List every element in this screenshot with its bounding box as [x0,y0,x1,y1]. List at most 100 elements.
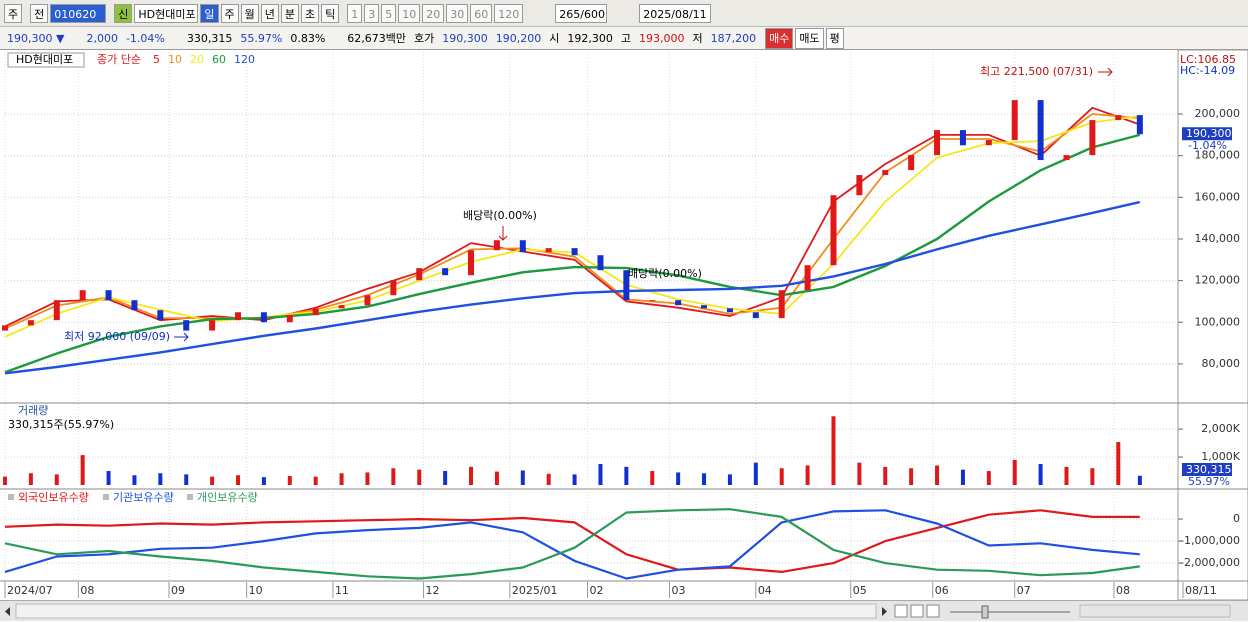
candle [1037,100,1044,161]
toolbar-button[interactable]: 전 [30,3,49,23]
y-tick-label: 80,000 [1202,357,1241,370]
toolbar-button[interactable]: 일 [200,3,219,23]
x-tick-label: 02 [590,584,604,597]
volume-bar [80,455,85,485]
legend-entry: 외국인보유수량 [18,491,89,504]
toolbar-button[interactable]: 265/600 [555,3,608,23]
quote-field[interactable]: 평 [825,27,844,49]
volume-bar [960,469,965,485]
annotation-arrow [174,332,189,342]
y-tick-label: -2,000,000 [1180,556,1240,569]
candle [312,308,319,316]
toolbar-button[interactable]: 신 [114,3,133,23]
volume-bar [28,473,33,485]
candle [105,290,112,301]
legend-entry: 5 [153,53,160,66]
volume-bar [365,472,370,485]
y-tick-label: 140,000 [1195,232,1241,245]
candle [752,312,759,319]
volume-bar [1064,466,1069,485]
volume-bar [1137,475,1142,485]
toolbar-button[interactable]: 120 [494,3,524,23]
x-tick-label: 08/11 [1185,584,1217,597]
candle [442,268,449,276]
candle [338,305,345,309]
quote-field[interactable]: 매수 [765,27,794,49]
y-tick-label: 160,000 [1195,190,1241,203]
quote-field: 190,300 ▼ [7,31,65,45]
candle [908,155,915,171]
candle [260,312,267,323]
annotation-arrow [1098,67,1113,77]
x-tick-label: 05 [853,584,867,597]
volume-bar [909,468,914,485]
legend-marker [187,494,193,500]
volume-bar [261,477,266,485]
candle [571,248,578,256]
volume-bar [391,468,396,485]
toolbar-button[interactable]: 월 [240,3,259,23]
toolbar-button[interactable]: 5 [381,3,397,23]
candle [985,140,992,146]
candle [1136,115,1143,135]
quote-field: 고 [620,31,632,45]
toolbar-button[interactable]: 3 [364,3,380,23]
quote-field[interactable]: 매도 [795,27,824,49]
toolbar-button[interactable]: 010620 [50,3,107,23]
toolbar-button[interactable]: 주 [220,3,239,23]
candle [157,310,164,321]
candle [209,320,216,331]
nav-button[interactable] [894,604,908,618]
x-tick-label: 03 [672,584,686,597]
quote-field: 190,300 [442,31,488,45]
tool-icons[interactable] [1079,604,1231,618]
toolbar-button[interactable]: 주 [4,3,23,23]
candle [726,308,733,313]
toolbar-button[interactable]: HD현대미포 [134,3,199,23]
toolbar-button[interactable]: 2025/08/11 [639,3,711,23]
candle [1089,120,1096,156]
toolbar-button[interactable]: 20 [422,3,445,23]
quote-field: 62,673백만 [347,31,407,45]
volume-bar [287,476,292,485]
volume-bar [469,466,474,485]
scroll-left[interactable] [5,607,10,616]
x-tick-label: 08 [80,584,94,597]
current-price: 190,300 [1186,127,1232,140]
panel-title: 거래량 [18,404,48,417]
volume-box [1182,463,1232,476]
toolbar-button[interactable]: 60 [470,3,493,23]
scroll-track[interactable] [15,603,877,619]
candle [649,300,656,302]
toolbar-button[interactable]: 10 [398,3,421,23]
candle [286,315,293,323]
legend-entry: 120 [234,53,255,66]
toolbar-button[interactable]: 1 [347,3,363,23]
volume-bar [54,474,59,485]
candle [675,300,682,306]
nav-button[interactable] [926,604,940,618]
toolbar-button[interactable]: 틱 [321,3,340,23]
volume-bar [935,465,940,485]
y-tick-label: 180,000 [1195,149,1241,162]
candle [959,130,966,146]
quote-field: 시 [549,31,560,45]
scrollbar[interactable] [0,600,1248,621]
last-volume-ratio: 55.97% [1188,475,1230,488]
candle [1011,100,1018,141]
legend-marker [103,494,109,500]
toolbar-button[interactable]: 분 [280,3,299,23]
volume-bar [753,462,758,485]
toolbar-button[interactable]: 30 [446,3,469,23]
toolbar-button[interactable]: 초 [301,3,320,23]
volume-bar [857,462,862,485]
volume-bar [805,465,810,485]
volume-bar [3,476,7,485]
scroll-right[interactable] [882,607,887,616]
nav-button[interactable] [910,604,924,618]
candle [519,240,526,253]
zoom-handle[interactable] [981,605,989,619]
volume-bar [158,473,163,485]
candle [468,250,475,276]
toolbar-button[interactable]: 년 [260,3,279,23]
